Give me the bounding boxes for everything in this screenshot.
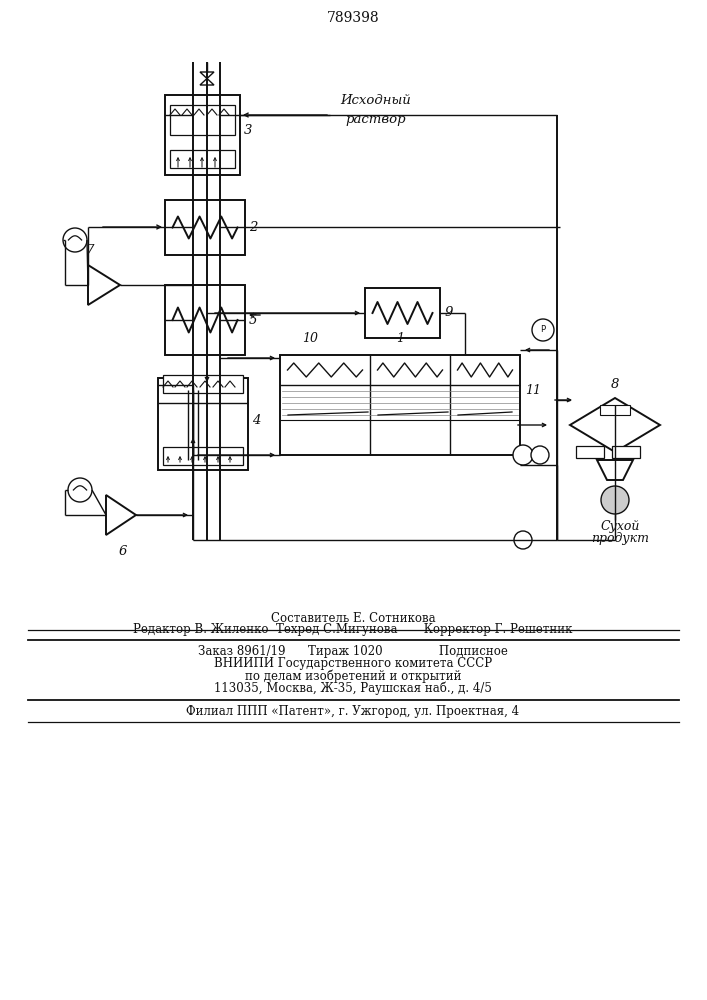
Bar: [280, 355, 520, 455]
Text: 5: 5: [249, 314, 257, 326]
Text: 2: 2: [249, 221, 257, 234]
Bar: [170, 150, 235, 168]
Text: Филиал ППП «Патент», г. Ужгород, ул. Проектная, 4: Филиал ППП «Патент», г. Ужгород, ул. Про…: [187, 706, 520, 718]
Text: ВНИИПИ Государственного комитета СССР: ВНИИПИ Государственного комитета СССР: [214, 658, 492, 670]
Text: 1: 1: [396, 332, 404, 345]
Circle shape: [68, 478, 92, 502]
Text: 7: 7: [86, 244, 94, 257]
Text: раствор: раствор: [345, 113, 406, 126]
Text: 10: 10: [302, 332, 318, 345]
Text: P: P: [540, 326, 546, 334]
Bar: [165, 200, 245, 255]
Circle shape: [513, 445, 533, 465]
Circle shape: [531, 446, 549, 464]
Text: Заказ 8961/19      Тираж 1020               Подписное: Заказ 8961/19 Тираж 1020 Подписное: [198, 646, 508, 658]
Polygon shape: [106, 495, 136, 535]
Text: 113035, Москва, Ж-35, Раушская наб., д. 4/5: 113035, Москва, Ж-35, Раушская наб., д. …: [214, 681, 492, 695]
Bar: [612, 446, 640, 458]
Bar: [365, 288, 440, 338]
Text: Сухой: Сухой: [600, 520, 640, 533]
Bar: [576, 446, 604, 458]
Circle shape: [601, 486, 629, 514]
Text: 11: 11: [525, 383, 541, 396]
Bar: [600, 405, 630, 415]
Text: Составитель Е. Сотникова: Составитель Е. Сотникова: [271, 611, 436, 624]
Circle shape: [514, 531, 532, 549]
Bar: [163, 447, 243, 465]
Text: 4: 4: [252, 414, 260, 426]
Polygon shape: [88, 265, 120, 305]
Polygon shape: [200, 72, 214, 79]
Circle shape: [532, 319, 554, 341]
Polygon shape: [570, 398, 660, 452]
Bar: [158, 378, 248, 470]
Text: продукт: продукт: [591, 532, 649, 545]
Polygon shape: [597, 460, 633, 480]
Text: 3: 3: [244, 123, 252, 136]
Bar: [163, 375, 243, 393]
Bar: [170, 105, 235, 135]
Text: 9: 9: [445, 306, 453, 320]
Text: по делам изобретений и открытий: по делам изобретений и открытий: [245, 669, 461, 683]
Bar: [165, 95, 240, 175]
Circle shape: [63, 228, 87, 252]
Text: 6: 6: [119, 545, 127, 558]
Text: 8: 8: [611, 378, 619, 391]
Polygon shape: [200, 79, 214, 85]
Text: Исходный: Исходный: [340, 94, 411, 106]
Bar: [165, 285, 245, 355]
Text: 789398: 789398: [327, 11, 380, 25]
Text: Редактор В. Жиленко  Техред С.Мигунова       Корректор Г. Решетник: Редактор В. Жиленко Техред С.Мигунова Ко…: [134, 624, 573, 637]
